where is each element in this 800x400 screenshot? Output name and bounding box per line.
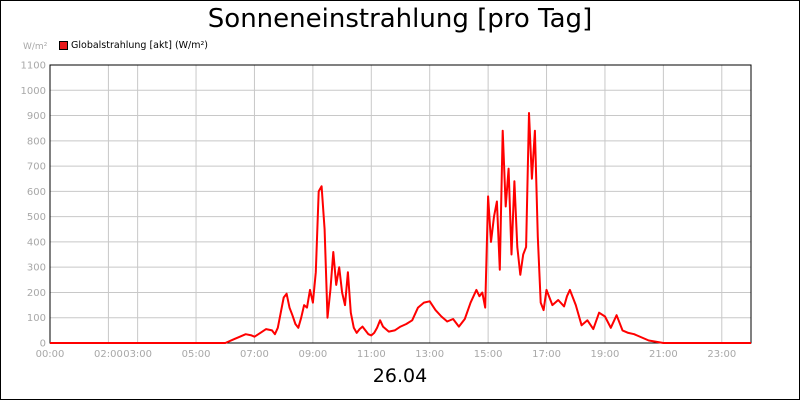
x-tick-label: 00:00 (36, 349, 65, 360)
y-tick-label: 200 (27, 288, 46, 299)
x-tick-label: 11:00 (357, 349, 386, 360)
y-tick-label: 0 (40, 339, 46, 350)
x-tick-label: 05:00 (182, 349, 211, 360)
y-tick-label: 800 (27, 136, 46, 147)
x-tick-label: 23:00 (707, 349, 736, 360)
y-axis-unit-label: W/m² (23, 42, 48, 52)
series-line-globalstrahlung (50, 112, 751, 344)
y-tick-label: 600 (27, 187, 46, 198)
y-tick-label: 400 (27, 237, 46, 248)
x-tick-label: 21:00 (649, 349, 678, 360)
x-tick-label: 19:00 (591, 349, 620, 360)
x-tick-label: 17:00 (532, 349, 561, 360)
y-tick-label: 500 (27, 212, 46, 223)
x-tick-label: 13:00 (415, 349, 444, 360)
y-tick-label: 900 (27, 111, 46, 122)
x-tick-label: 07:00 (240, 349, 269, 360)
x-tick-label: 03:00 (123, 349, 152, 360)
legend-swatch (59, 41, 68, 50)
x-tick-label: 15:00 (474, 349, 503, 360)
chart-title: Sonneneinstrahlung [pro Tag] (207, 4, 593, 34)
y-tick-label: 700 (27, 162, 46, 173)
x-tick-label: 02:00 (94, 349, 123, 360)
y-tick-label: 1100 (21, 61, 46, 72)
plot-border (49, 64, 752, 344)
legend: Globalstrahlung [akt] (W/m²) (59, 39, 208, 52)
legend-label: Globalstrahlung [akt] (W/m²) (71, 40, 209, 51)
y-tick-label: 100 (27, 313, 46, 324)
y-tick-label: 300 (27, 263, 46, 274)
x-axis-date-label: 26.04 (372, 365, 428, 387)
x-tick-label: 09:00 (298, 349, 327, 360)
y-tick-label: 1000 (21, 86, 46, 97)
